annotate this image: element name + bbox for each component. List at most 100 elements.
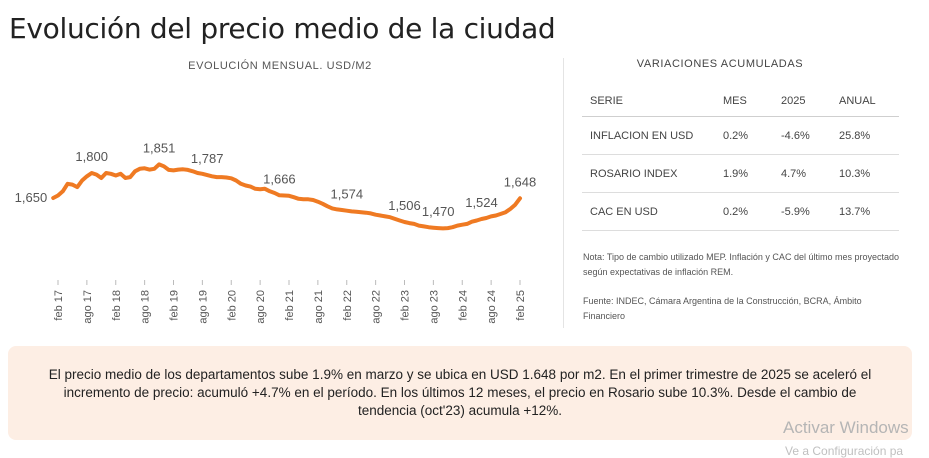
x-tick-label: feb 18 [111, 290, 123, 321]
data-point [119, 172, 122, 176]
data-point [316, 200, 320, 204]
x-tick-label: ago 24 [486, 290, 498, 324]
data-label: 1,787 [191, 151, 224, 166]
data-point [220, 175, 224, 179]
data-point [191, 169, 195, 173]
data-point [244, 184, 248, 187]
table-row: ROSARIO INDEX 1.9% 4.7% 10.3% [582, 154, 899, 193]
series-points [51, 163, 522, 230]
data-point [321, 202, 325, 206]
data-point [263, 187, 267, 191]
data-point [104, 171, 108, 175]
data-point [422, 225, 426, 228]
data-point [138, 167, 142, 171]
data-point [364, 211, 368, 215]
data-point [95, 173, 98, 176]
data-point [369, 212, 373, 215]
data-point [393, 217, 397, 221]
cell-anual: 10.3% [831, 154, 899, 193]
cell-serie: CAC EN USD [582, 192, 715, 231]
x-tick-label: feb 24 [457, 290, 469, 321]
data-point [229, 176, 233, 180]
data-point [311, 198, 315, 202]
data-label: 1,574 [331, 187, 364, 202]
cell-mes: 1.9% [715, 154, 773, 193]
cell-2025: -4.6% [773, 116, 831, 155]
data-point [412, 222, 416, 226]
data-point [379, 214, 382, 217]
vertical-divider [563, 58, 564, 328]
data-point [176, 168, 180, 171]
data-point [407, 221, 411, 225]
data-point [383, 215, 387, 218]
x-tick-label: feb 20 [226, 290, 238, 321]
data-point [80, 179, 84, 182]
x-tick-label: ago 22 [371, 290, 383, 324]
data-point [114, 174, 118, 177]
data-point [484, 216, 488, 220]
data-point [71, 183, 74, 186]
column-header-anual: ANUAL [831, 86, 899, 117]
data-point [432, 226, 435, 230]
table-note: Nota: Tipo de cambio utilizado MEP. Infl… [583, 252, 899, 277]
data-point [427, 225, 430, 229]
data-point [167, 168, 171, 172]
data-point [278, 193, 281, 197]
data-point [258, 187, 262, 191]
data-point [504, 210, 507, 214]
data-point [403, 220, 406, 224]
x-tick-label: feb 22 [342, 290, 354, 321]
data-point [297, 197, 300, 201]
summary-text: El precio medio de los departamentos sub… [48, 367, 872, 418]
price-line-chart: feb 17 ago 17 feb 18 ago 18 feb 19 ago 19 feb … [15, 140, 537, 324]
data-point [282, 194, 286, 197]
data-point [355, 210, 358, 214]
x-tick-label: ago 18 [140, 290, 152, 324]
data-point [90, 171, 94, 175]
data-point [210, 174, 214, 178]
data-point [441, 227, 445, 230]
data-point [124, 176, 127, 180]
variaciones-title: VARIACIONES ACUMULADAS [636, 58, 804, 70]
data-point [359, 210, 363, 214]
cell-mes: 0.2% [715, 192, 773, 231]
data-point [201, 172, 204, 176]
data-labels: 1,650 1,800 1,851 1,787 1,666 1,574 1,506 1,470… [15, 140, 537, 219]
data-label: 1,524 [465, 195, 498, 210]
data-point [186, 168, 190, 172]
data-point [85, 174, 89, 178]
cell-serie: ROSARIO INDEX [582, 154, 715, 193]
x-tick-label: feb 25 [515, 290, 527, 321]
x-tick-label: ago 21 [313, 290, 325, 324]
data-point [109, 172, 113, 176]
table-row: INFLACION EN USD 0.2% -4.6% 25.8% [582, 116, 899, 155]
data-point [451, 225, 454, 229]
data-point [374, 213, 377, 217]
data-point [446, 226, 450, 230]
data-point [239, 182, 243, 186]
data-point [99, 176, 103, 180]
data-point [56, 194, 60, 197]
data-point [287, 194, 291, 198]
data-point [306, 197, 310, 201]
data-point [148, 168, 151, 171]
data-point [345, 209, 349, 213]
data-point [249, 185, 252, 188]
windows-activation-watermark: Activar Windows [783, 418, 909, 437]
data-point [143, 166, 147, 170]
data-point [509, 207, 512, 211]
data-point [172, 169, 175, 172]
x-axis: feb 17 ago 17 feb 18 ago 18 feb 19 ago 19 feb … [53, 280, 527, 324]
data-label: 1,800 [75, 149, 108, 164]
windows-activation-subtext: Ve a Configuración pa [785, 444, 904, 458]
data-point [292, 195, 296, 199]
column-header-2025: 2025 [773, 86, 831, 117]
cell-anual: 13.7% [831, 192, 899, 231]
data-point [335, 208, 339, 211]
data-point [460, 223, 464, 227]
cell-2025: -5.9% [773, 192, 831, 231]
data-label: 1,666 [263, 171, 296, 186]
data-label: 1,506 [388, 198, 421, 213]
data-point [75, 185, 79, 189]
x-tick-label: feb 17 [53, 290, 65, 321]
